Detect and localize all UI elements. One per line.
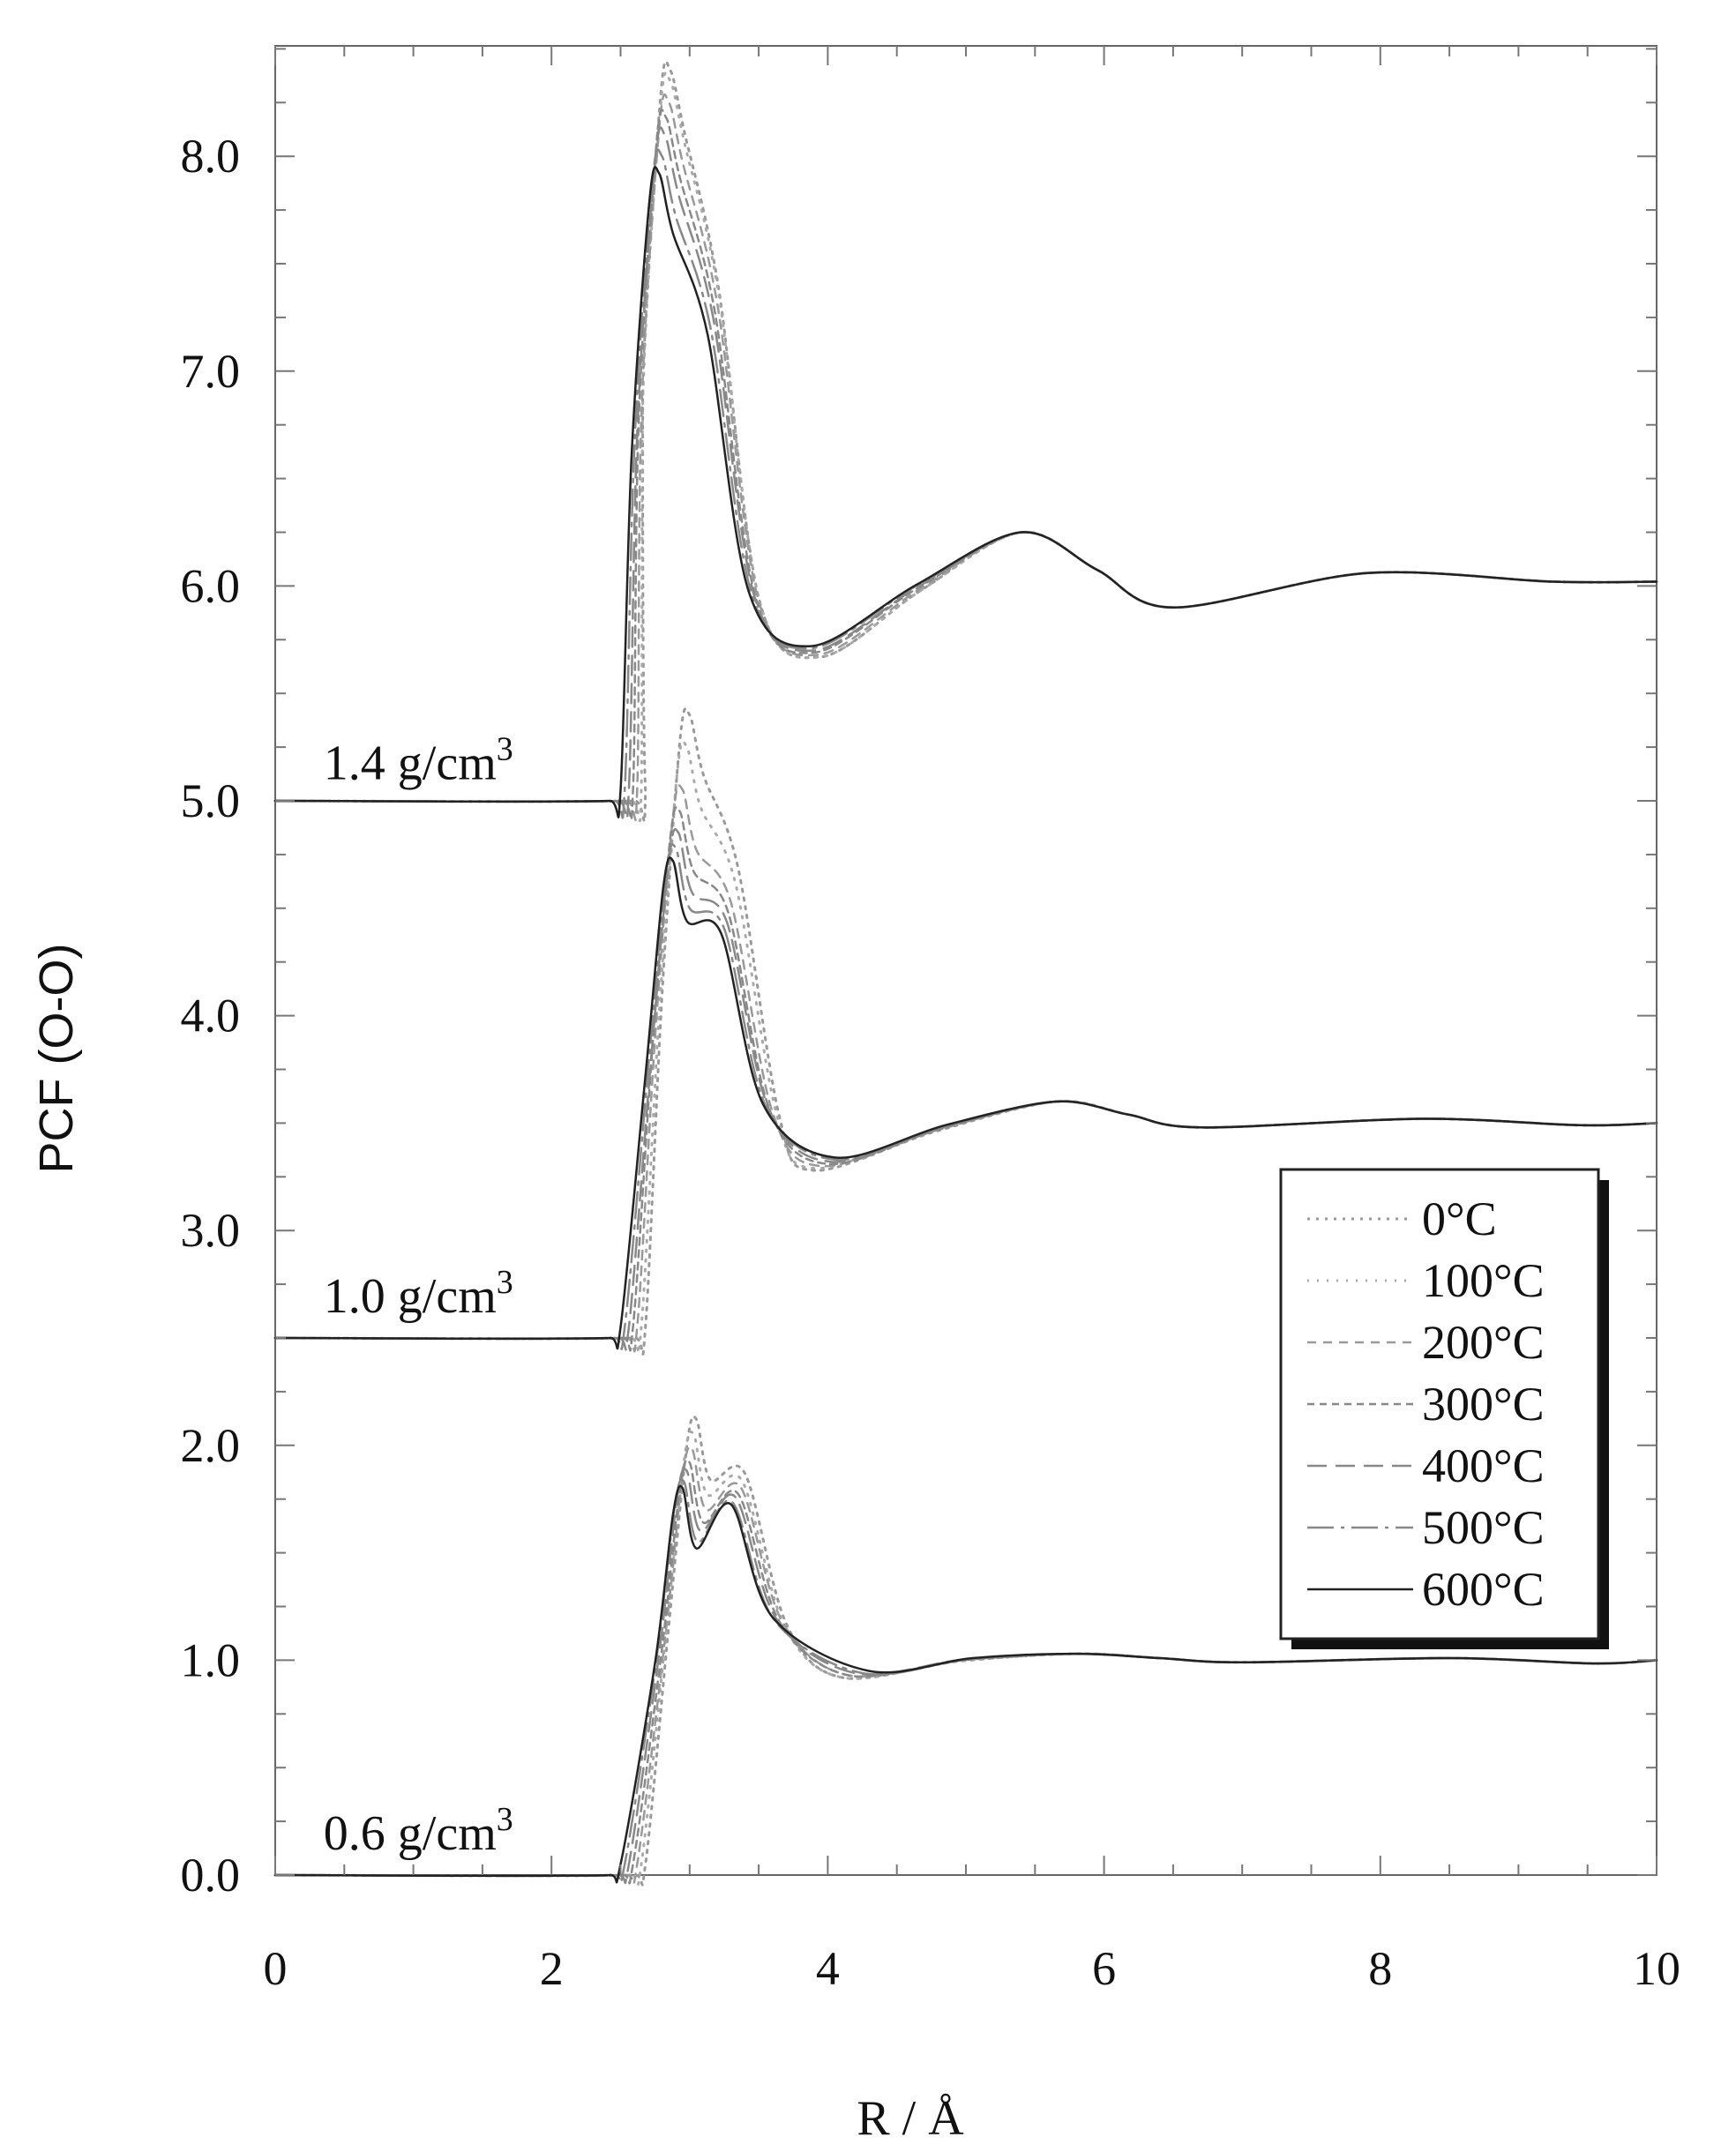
series-line-0C-group-0 — [273, 60, 1658, 823]
legend-label: 100°C — [1422, 1254, 1545, 1307]
y-tick-label: 6.0 — [181, 559, 241, 612]
legend-label: 400°C — [1422, 1439, 1545, 1492]
density-group-2 — [273, 1415, 1658, 1887]
x-tick-label: 2 — [540, 1942, 564, 1995]
y-tick-label: 0.0 — [181, 1849, 241, 1902]
series-line-200C-group-0 — [273, 93, 1658, 821]
tick-labels-layer: 0 2 4 6 8 10 0.0 1.0 2.0 3.0 4.0 5.0 6.0 7.0 8.0 — [181, 130, 1681, 1995]
series-line-300C-group-0 — [273, 108, 1658, 821]
y-tick-label: 2.0 — [181, 1419, 241, 1472]
y-tick-label: 3.0 — [181, 1204, 241, 1257]
ticks-layer — [274, 46, 1657, 1876]
density-label-text: 1.0 g/cm — [324, 1269, 497, 1324]
series-line-400C-group-2 — [273, 1468, 1658, 1885]
x-axis-title: R / Å — [857, 2091, 964, 2146]
series-line-500C-group-0 — [273, 148, 1658, 819]
density-label-superscript: 3 — [497, 1264, 513, 1301]
x-tick-label: 0 — [264, 1942, 288, 1995]
legend: 0°C 100°C 200°C 300°C 400°C 500°C 600°C — [1279, 1168, 1609, 1649]
curves-layer — [273, 60, 1658, 1887]
density-label: 0.6 g/cm3 — [324, 1801, 513, 1861]
x-tick-label: 8 — [1368, 1942, 1392, 1995]
series-line-600C-group-1 — [273, 856, 1658, 1350]
series-line-400C-group-0 — [273, 126, 1658, 820]
y-tick-label: 1.0 — [181, 1633, 241, 1686]
x-tick-label: 10 — [1633, 1942, 1680, 1995]
density-label-superscript: 3 — [497, 1801, 513, 1838]
series-line-300C-group-2 — [273, 1459, 1658, 1885]
legend-label: 200°C — [1422, 1316, 1545, 1369]
series-line-600C-group-0 — [273, 166, 1658, 818]
series-line-100C-group-0 — [273, 71, 1658, 823]
y-axis-title: PCF (O-O) — [30, 944, 83, 1174]
x-tick-label: 6 — [1092, 1942, 1116, 1995]
density-group-1 — [273, 706, 1658, 1356]
series-line-300C-group-1 — [273, 806, 1658, 1352]
density-label: 1.4 g/cm3 — [324, 731, 513, 791]
y-tick-label: 4.0 — [181, 990, 241, 1042]
legend-label: 0°C — [1422, 1192, 1497, 1245]
y-tick-label: 5.0 — [181, 774, 241, 827]
series-line-600C-group-2 — [273, 1484, 1658, 1884]
legend-label: 300°C — [1422, 1378, 1545, 1431]
x-tick-label: 4 — [816, 1942, 840, 1995]
density-label: 1.0 g/cm3 — [324, 1264, 513, 1324]
legend-label: 600°C — [1422, 1563, 1545, 1616]
density-group-0 — [273, 60, 1658, 823]
density-label-text: 1.4 g/cm — [324, 736, 497, 791]
legend-label: 500°C — [1422, 1501, 1545, 1554]
density-label-superscript: 3 — [497, 731, 513, 768]
y-tick-label: 7.0 — [181, 345, 241, 398]
density-label-text: 0.6 g/cm — [324, 1806, 497, 1861]
y-tick-label: 8.0 — [181, 130, 241, 183]
